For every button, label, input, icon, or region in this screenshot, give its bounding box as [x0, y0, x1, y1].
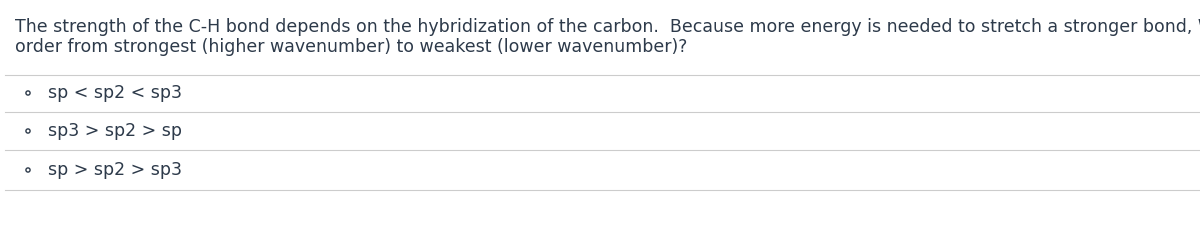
Text: sp > sp2 > sp3: sp > sp2 > sp3	[48, 161, 182, 179]
Text: sp3 > sp2 > sp: sp3 > sp2 > sp	[48, 122, 182, 140]
Text: order from strongest (higher wavenumber) to weakest (lower wavenumber)?: order from strongest (higher wavenumber)…	[14, 38, 688, 56]
Text: sp < sp2 < sp3: sp < sp2 < sp3	[48, 84, 182, 102]
Text: The strength of the C-H bond depends on the hybridization of the carbon.  Becaus: The strength of the C-H bond depends on …	[14, 18, 1200, 36]
